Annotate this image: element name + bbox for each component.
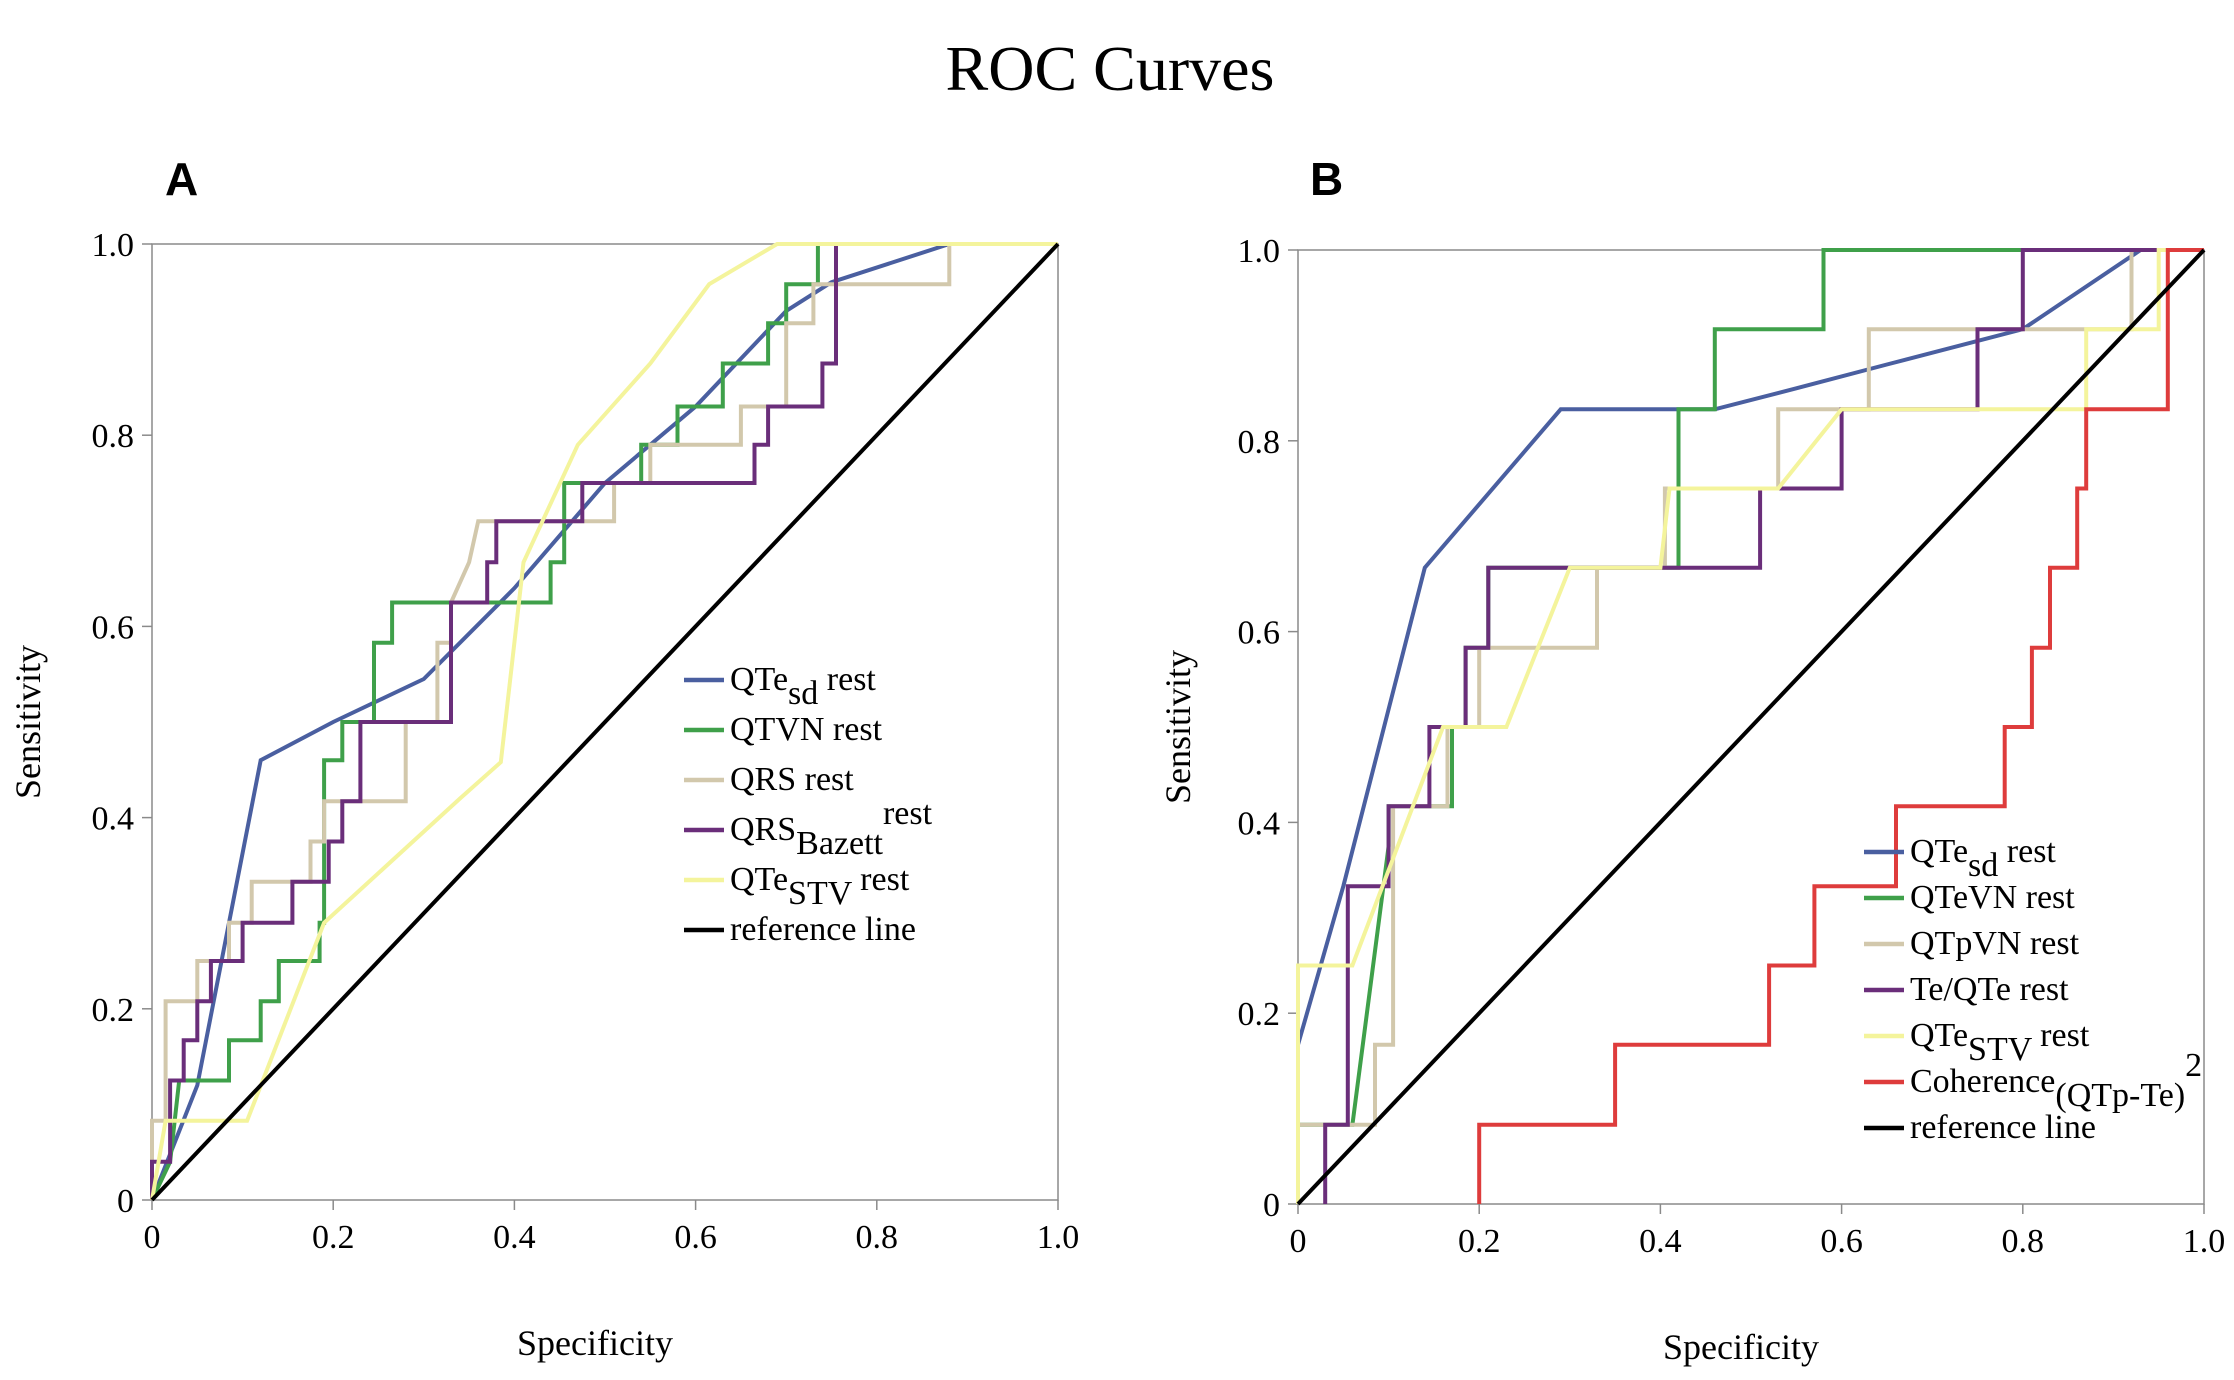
legend-entry: QTeSTV rest [1910, 1017, 2090, 1068]
series-line-reference-line [1296, 248, 2206, 1206]
legend-entry: QTesd rest [1910, 833, 2056, 884]
y-tick-label: 0 [117, 1183, 134, 1220]
legend-entry: reference line [1910, 1109, 2096, 1146]
x-axis-label: Specificity [517, 1323, 673, 1363]
series-line-reference-line [150, 242, 1060, 1202]
series-line-qrs-bazett-rest [150, 242, 1058, 1200]
y-tick-label: 0 [1263, 1187, 1280, 1224]
y-axis-label: Sensitivity [8, 645, 48, 799]
y-tick-label: 1.0 [1238, 233, 1281, 270]
series-line-qte-stv-rest [1296, 248, 2204, 1204]
x-tick-label: 0.8 [2002, 1223, 2045, 1260]
series-line-coherence-qtp-te-2 [1477, 248, 2204, 1204]
legend-entry: QTesd rest [730, 661, 876, 712]
x-tick-label: 0 [1290, 1223, 1307, 1260]
x-tick-label: 0 [144, 1219, 161, 1256]
x-tick-label: 0.6 [674, 1219, 717, 1256]
y-tick-label: 1.0 [92, 227, 135, 264]
series-line-qtvn-rest [150, 242, 1058, 1201]
panel-label: A [165, 153, 198, 205]
y-tick-label: 0.8 [92, 418, 135, 455]
legend-entry: QTpVN rest [1910, 925, 2080, 962]
y-tick-label: 0.6 [92, 609, 135, 646]
y-tick-label: 0.6 [1238, 615, 1281, 652]
legend-entry: QRSBazettrest [730, 795, 933, 862]
panel-label: B [1310, 153, 1343, 205]
plot-frame [151, 243, 1059, 1201]
series-line-te-qte-rest [1323, 248, 2204, 1204]
x-tick-label: 1.0 [1037, 1219, 1080, 1256]
x-tick-label: 0.2 [312, 1219, 355, 1256]
panel-a: A 0 0.2 0.4 0.6 0.8 1.0 0 0.2 0.4 0.6 0.8 1.0 Specifi… [8, 153, 1079, 1363]
y-tick-label: 0.4 [1238, 805, 1281, 842]
x-tick-label: 1.0 [2183, 1223, 2226, 1260]
figure-title: ROC Curves [946, 33, 1275, 104]
x-tick-label: 0.6 [1820, 1223, 1863, 1260]
x-tick-label: 0.2 [1458, 1223, 1501, 1260]
legend-entry: QTeVN rest [1910, 879, 2075, 916]
panel-b: B 0 0.2 0.4 0.6 0.8 1.0 0 0.2 0.4 0.6 0.8 1.0 Specifi… [1158, 153, 2225, 1367]
y-tick-label: 0.2 [92, 992, 135, 1029]
series-line-qtpvn-rest [1296, 248, 2204, 1204]
legend-entry: Te/QTe rest [1910, 971, 2069, 1008]
legend-entry: reference line [730, 911, 916, 948]
legend-entry: QRS rest [730, 761, 854, 798]
y-tick-label: 0.2 [1238, 996, 1281, 1033]
y-tick-label: 0.8 [1238, 424, 1281, 461]
series-line-qte-stv-rest [150, 242, 1058, 1201]
x-tick-label: 0.4 [1639, 1223, 1682, 1260]
legend-entry: Coherence(QTp-Te)2 [1910, 1047, 2202, 1114]
x-axis-label: Specificity [1663, 1327, 1819, 1367]
y-tick-label: 0.4 [92, 801, 135, 838]
series-line-qte-sd-rest [150, 242, 1058, 1201]
x-tick-label: 0.4 [493, 1219, 536, 1256]
legend-entry: QTVN rest [730, 711, 883, 748]
series-line-qte-sd-rest [1296, 248, 2204, 1046]
legend-entry: QTeSTV rest [730, 861, 910, 912]
plot-frame [1297, 249, 2205, 1205]
y-axis-label: Sensitivity [1158, 650, 1198, 804]
x-tick-label: 0.8 [856, 1219, 899, 1256]
